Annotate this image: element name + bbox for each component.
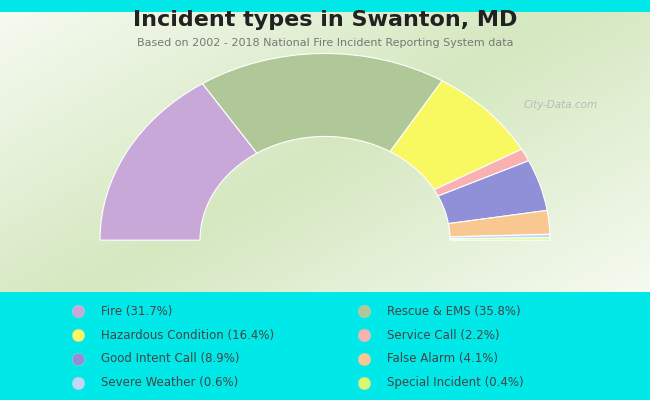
Text: False Alarm (4.1%): False Alarm (4.1%)	[387, 352, 498, 366]
Wedge shape	[448, 210, 550, 237]
Text: Severe Weather (0.6%): Severe Weather (0.6%)	[101, 376, 238, 389]
Wedge shape	[434, 149, 528, 196]
Wedge shape	[450, 234, 550, 239]
Text: Based on 2002 - 2018 National Fire Incident Reporting System data: Based on 2002 - 2018 National Fire Incid…	[136, 38, 514, 48]
Text: Rescue & EMS (35.8%): Rescue & EMS (35.8%)	[387, 305, 521, 318]
Text: Service Call (2.2%): Service Call (2.2%)	[387, 329, 499, 342]
Text: Fire (31.7%): Fire (31.7%)	[101, 305, 172, 318]
Text: City-Data.com: City-Data.com	[524, 100, 598, 110]
Wedge shape	[438, 161, 547, 224]
Wedge shape	[202, 54, 442, 153]
Text: Special Incident (0.4%): Special Incident (0.4%)	[387, 376, 523, 389]
Text: Hazardous Condition (16.4%): Hazardous Condition (16.4%)	[101, 329, 274, 342]
Text: Good Intent Call (8.9%): Good Intent Call (8.9%)	[101, 352, 239, 366]
Wedge shape	[450, 238, 550, 240]
Wedge shape	[100, 84, 257, 240]
Text: Incident types in Swanton, MD: Incident types in Swanton, MD	[133, 10, 517, 30]
Wedge shape	[390, 81, 521, 190]
